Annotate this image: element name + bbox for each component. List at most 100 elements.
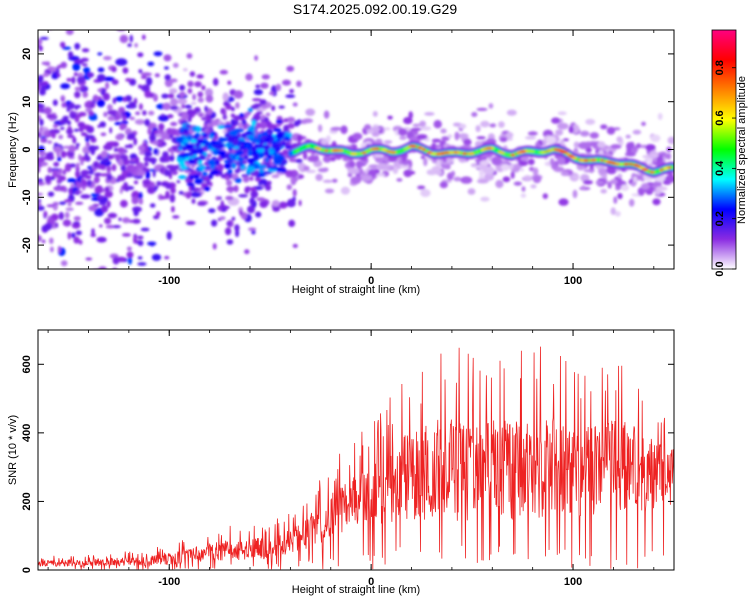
spectrogram-point (113, 147, 118, 152)
spectrogram-point (230, 106, 235, 112)
spectrogram-point (140, 227, 150, 232)
spectrogram-point (156, 211, 161, 217)
spectrogram-point (259, 200, 268, 208)
spectrogram-point (74, 104, 79, 111)
spectrogram-point (81, 48, 90, 53)
spectrogram-point (42, 72, 50, 77)
spectrogram-point (137, 256, 143, 260)
spectrogram-point (215, 196, 220, 201)
spectrogram-point (245, 73, 253, 81)
snr-y-tick-label: 400 (21, 424, 33, 442)
spectrogram-point (52, 169, 59, 176)
spectrogram-point (94, 185, 103, 194)
spectrogram-point (38, 108, 42, 113)
spectrogram-point (226, 186, 235, 192)
spectrogram-point (240, 212, 248, 220)
spectrogram-point (133, 137, 138, 146)
spectrogram-point (348, 160, 356, 169)
spectrogram-point (169, 154, 175, 162)
spectrogram-point (454, 131, 460, 141)
spectrogram-point (197, 201, 207, 206)
spectrogram-point (60, 260, 68, 267)
spectrogram-point (297, 119, 302, 125)
spectrogram-point (141, 84, 150, 92)
spectrogram-point (275, 119, 283, 124)
spectrogram-point (119, 34, 129, 44)
spectrogram-point (595, 180, 605, 185)
spectrogram-point (462, 152, 467, 155)
spectrogram-point (357, 152, 364, 155)
colorbar-tick-label: 0.4 (714, 160, 726, 176)
spectrogram-point (350, 152, 358, 155)
spectrogram-point (66, 128, 74, 135)
spectrogram-point (115, 58, 128, 66)
spectrogram-point (616, 136, 623, 143)
spectrogram-point (84, 175, 92, 180)
spectrogram-point (603, 181, 614, 185)
spectrogram-point (290, 178, 295, 184)
spectrogram-point (229, 153, 236, 159)
spectrogram-point (71, 76, 76, 84)
spectrogram-point (169, 78, 178, 83)
spectrogram-point (271, 142, 279, 150)
snr-x-tick-label: -100 (158, 576, 180, 588)
spectrogram-point (617, 193, 623, 200)
spectrogram-point (610, 207, 616, 215)
spectrogram-point (424, 112, 435, 116)
spectrogram-point (99, 173, 109, 177)
spectrogram-point (412, 123, 421, 127)
spectrogram-point (187, 88, 193, 94)
spectrogram-y-tick-label: -20 (21, 237, 33, 253)
spectrogram-point (76, 162, 80, 169)
spectrogram-point (403, 169, 413, 178)
spectrogram-point (232, 146, 240, 150)
spectrogram-point (127, 256, 133, 265)
spectrogram-point (142, 179, 152, 185)
spectrogram-point (80, 170, 87, 178)
spectrogram-point (96, 156, 103, 161)
spectrogram-point (583, 180, 593, 185)
spectrogram-point (286, 116, 295, 123)
spectrogram-point (163, 54, 172, 62)
spectrogram-point (384, 127, 391, 131)
spectrogram-point (557, 111, 567, 116)
spectrogram-point (57, 64, 62, 69)
spectrogram-point (147, 241, 157, 246)
spectrogram-point (205, 114, 211, 122)
spectrogram-point (364, 124, 372, 131)
spectrogram-point (159, 195, 167, 200)
spectrogram-point (192, 174, 200, 179)
spectrogram-point (140, 75, 147, 79)
spectrogram-point (237, 156, 245, 162)
spectrogram-point (60, 175, 66, 181)
spectrogram-point (38, 38, 43, 46)
spectrogram-point (484, 147, 488, 150)
snr-x-tick-label: 100 (564, 576, 582, 588)
spectrogram-point (297, 162, 305, 171)
spectrogram-point (519, 150, 527, 153)
spectrogram-point (192, 93, 196, 101)
spectrogram-point (52, 99, 58, 106)
spectrogram-point (169, 165, 178, 173)
spectrogram-point (39, 118, 44, 127)
spectrogram-point (186, 53, 193, 59)
spectrogram-point (118, 217, 122, 222)
spectrogram-point (185, 144, 195, 149)
spectrogram-point (508, 164, 514, 170)
spectrogram-point (467, 152, 475, 155)
spectrogram-point (164, 256, 170, 260)
spectrogram-x-tick-label: 100 (564, 275, 582, 287)
spectrogram-point (103, 111, 108, 118)
spectrogram-point (632, 163, 639, 167)
spectrogram-point (138, 103, 143, 111)
spectrogram-point (179, 84, 186, 91)
spectrogram-point (265, 184, 272, 191)
spectrogram-point (442, 158, 447, 163)
spectrogram-point (476, 136, 486, 140)
spectrogram-point (201, 85, 206, 91)
spectrogram-point (607, 183, 612, 189)
spectrogram-point (207, 159, 216, 166)
spectrogram-point (303, 151, 308, 160)
spectrogram-point (91, 228, 95, 235)
spectrogram-point (75, 146, 79, 150)
